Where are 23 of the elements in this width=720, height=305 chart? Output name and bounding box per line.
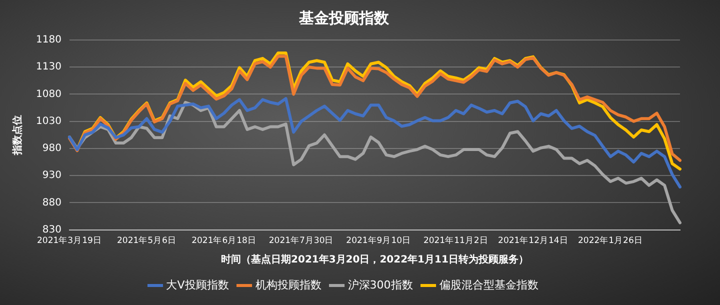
y-tick-label: 930	[42, 170, 62, 182]
y-tick-label: 830	[42, 224, 62, 236]
y-tick-label: 880	[42, 197, 62, 208]
legend-label: 沪深300指数	[348, 278, 413, 292]
x-tick-label: 2022年1月26日	[578, 235, 643, 246]
legend-label: 大V投顾指数	[166, 278, 229, 292]
x-tick-label: 2021年11月2日	[423, 235, 488, 246]
y-tick-label: 1030	[36, 116, 62, 127]
x-tick-label: 2021年3月19日	[37, 235, 102, 246]
y-tick-label: 1180	[36, 34, 62, 46]
y-tick-label: 1130	[36, 62, 62, 73]
x-tick-label: 2021年12月14日	[498, 235, 568, 246]
x-tick-label: 2021年7月30日	[268, 235, 334, 246]
x-tick-label: 2021年9月10日	[346, 235, 412, 246]
x-tick-label: 2021年5月6日	[117, 235, 176, 246]
chart-title: 基金投顾指数	[298, 8, 390, 27]
legend-label: 偏股混合型基金指数	[439, 278, 538, 292]
y-tick-label: 1080	[36, 88, 62, 100]
legend-label: 机构投顾指数	[255, 278, 322, 292]
y-axis-title: 指数点位	[12, 114, 24, 156]
x-axis-title: 时间（基点日期2021年3月20日，2022年1月11日转为投顾服务）	[221, 254, 528, 266]
y-tick-label: 980	[42, 143, 62, 154]
x-tick-label: 2021年6月18日	[192, 235, 256, 246]
